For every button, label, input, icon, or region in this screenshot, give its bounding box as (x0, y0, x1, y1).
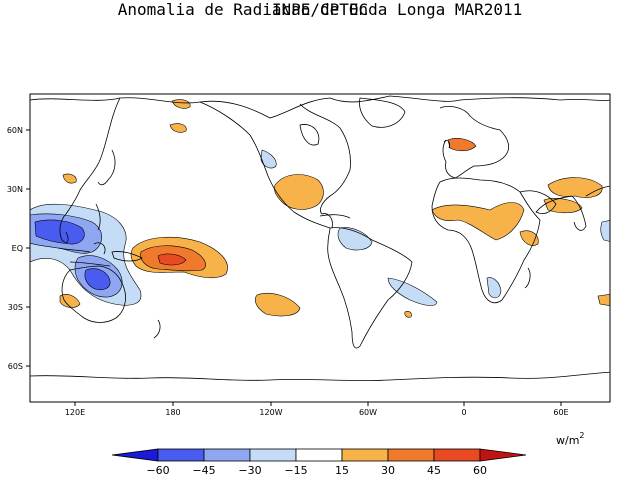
colorbar-units: w/m2 (556, 431, 585, 447)
latitude-axis: 60N 30N EQ 30S 60S (7, 126, 30, 371)
colorbar-label: 15 (335, 464, 349, 477)
colorbar-segment (295, 448, 343, 462)
coastlines (30, 95, 610, 381)
colorbar-label: 30 (381, 464, 395, 477)
lat-tick-label: 30N (7, 185, 23, 194)
colorbar-segment (203, 448, 251, 462)
colorbar-segment (341, 448, 389, 462)
lat-tick-label: 30S (8, 303, 23, 312)
map-subtitle: Anomalia de Radiacao de Onda Longa MAR20… (117, 0, 523, 19)
main-title: INPE/CPTEC (271, 0, 369, 19)
lon-tick-label: 60E (553, 408, 568, 417)
colorbar-segment (479, 448, 527, 462)
colorbar-label: −60 (146, 464, 169, 477)
colorbar-segment (433, 448, 481, 462)
colorbar-segment (387, 448, 435, 462)
lon-tick-label: 0 (461, 408, 466, 417)
colorbar-segment (157, 448, 205, 462)
lon-tick-label: 60W (359, 408, 377, 417)
colorbar-label: 60 (473, 464, 487, 477)
colorbar-label: −30 (238, 464, 261, 477)
lon-tick-label: 120E (65, 408, 85, 417)
positive-anomalies (59, 99, 610, 318)
colorbar-label: 45 (427, 464, 441, 477)
lat-tick-label: 60N (7, 126, 23, 135)
lat-tick-label: 60S (8, 362, 23, 371)
colorbar-label: −15 (284, 464, 307, 477)
longitude-axis: 120E 180 120W 60W 0 60E (65, 402, 569, 417)
lon-tick-label: 180 (165, 408, 180, 417)
map-frame (29, 93, 611, 403)
colorbar-segment (249, 448, 297, 462)
colorbar: −60 −45 −30 −15 15 30 45 60 (111, 448, 527, 477)
colorbar-segment (111, 448, 159, 462)
colorbar-label: −45 (192, 464, 215, 477)
lat-tick-label: EQ (12, 244, 23, 253)
lon-tick-label: 120W (259, 408, 282, 417)
map-content (30, 95, 610, 381)
